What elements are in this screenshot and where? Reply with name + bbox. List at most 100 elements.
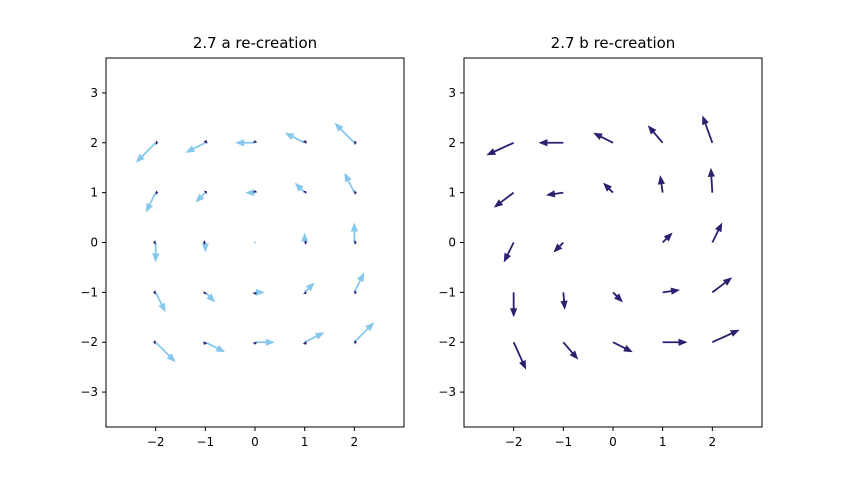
quiver-arrow: [302, 140, 307, 144]
quiver-arrow: [304, 240, 308, 245]
arrow-layer: [153, 140, 357, 345]
y-tick-label: −1: [438, 285, 456, 299]
y-tick-label: −1: [80, 285, 98, 299]
quiver-arrow: [203, 290, 207, 295]
quiver-arrow: [185, 141, 206, 153]
quiver-arrow: [195, 192, 206, 203]
quiver-arrow: [252, 342, 258, 345]
quiver-arrow: [354, 289, 357, 295]
quiver-arrow: [657, 175, 666, 193]
quiver-arrow: [155, 190, 159, 196]
quiver-arrow: [203, 140, 208, 144]
quiver-arrow: [202, 240, 206, 245]
quiver-arrow: [302, 341, 307, 345]
quiver-arrow: [510, 292, 518, 318]
quiver-arrow: [603, 182, 614, 194]
quiver-arrow: [662, 338, 688, 346]
y-tick-label: 2: [90, 136, 98, 150]
quiver-arrow: [155, 341, 176, 363]
quiver-arrow: [538, 139, 564, 147]
quiver-arrow: [647, 125, 664, 144]
quiver-arrow: [254, 241, 256, 244]
quiver-arrow: [612, 341, 633, 353]
quiver-arrow: [503, 242, 515, 263]
quiver-arrow: [252, 292, 258, 295]
y-tick-label: 3: [448, 86, 456, 100]
quiver-arrow: [153, 289, 156, 295]
quiver-arrow: [354, 140, 357, 146]
y-tick-label: −3: [438, 385, 456, 399]
y-tick-label: 1: [448, 186, 456, 200]
quiver-arrow: [304, 332, 325, 344]
quiver-arrow: [711, 222, 723, 243]
quiver-arrow: [155, 140, 159, 146]
chart-title: 2.7 a re-creation: [193, 34, 317, 52]
x-tick-label: 0: [251, 435, 259, 449]
quiver-arrow: [245, 189, 255, 197]
quiver-arrow: [545, 190, 564, 198]
quiver-arrow: [593, 132, 614, 144]
quiver-arrow: [560, 292, 568, 310]
arrow-layer: [486, 115, 740, 370]
quiver-arrow: [203, 190, 208, 195]
quiver-arrow: [711, 277, 733, 294]
quiver-arrow: [486, 141, 515, 156]
quiver-arrow: [344, 172, 356, 194]
y-tick-label: −2: [80, 335, 98, 349]
x-tick-label: 2: [709, 435, 717, 449]
quiver-arrow: [203, 341, 208, 345]
quiver-arrow: [303, 290, 307, 295]
quiver-arrow: [204, 291, 216, 303]
quiver-arrow: [145, 192, 157, 213]
y-tick-label: 0: [90, 236, 98, 250]
chart-panel-a: 2.7 a re-creation −2 −1 0 1 2 −3 −2 −1 0 1 2 3: [80, 34, 405, 449]
y-tick-label: 3: [90, 86, 98, 100]
quiver-arrow: [252, 140, 258, 143]
quiver-arrow: [153, 240, 156, 245]
x-tick-label: 1: [659, 435, 667, 449]
quiver-arrow: [493, 191, 515, 208]
quiver-arrow: [562, 341, 579, 360]
quiver-arrow: [152, 242, 160, 263]
x-tick-label: −1: [554, 435, 572, 449]
quiver-arrow: [201, 242, 209, 253]
quiver-arrow: [235, 139, 255, 147]
quiver-arrow: [353, 322, 375, 343]
x-tick-label: 2: [351, 435, 359, 449]
quiver-arrow: [512, 341, 527, 370]
chart-panel-b: 2.7 b re-creation −2 −1 0 1 2 −3 −2 −1 0 1 2 3: [438, 34, 763, 449]
quiver-arrow: [354, 240, 357, 245]
quiver-arrow: [284, 132, 306, 144]
axes-frame: [463, 57, 763, 428]
quiver-arrow: [303, 190, 307, 195]
quiver-arrow: [707, 167, 715, 193]
quiver-arrow: [354, 339, 357, 345]
quiver-arrow: [304, 282, 315, 293]
x-tick-label: 0: [609, 435, 617, 449]
quiver-arrow: [154, 291, 166, 313]
quiver-arrow: [350, 222, 358, 243]
y-tick-label: 0: [448, 236, 456, 250]
y-tick-label: −3: [80, 385, 98, 399]
y-tick-label: 2: [448, 136, 456, 150]
quiver-arrow: [294, 182, 306, 194]
quiver-arrow: [553, 241, 564, 253]
quiver-arrow: [252, 190, 258, 193]
x-tick-label: 1: [301, 435, 309, 449]
quiver-arrow: [662, 287, 681, 295]
y-tick-label: −2: [438, 335, 456, 349]
quiver-arrow: [135, 142, 157, 163]
quiver-arrow: [353, 272, 365, 293]
quiver-arrow: [702, 115, 714, 144]
chart-title: 2.7 b re-creation: [551, 34, 676, 52]
quiver-arrow: [255, 338, 275, 346]
quiver-arrow: [255, 288, 265, 296]
quiver-arrow: [662, 232, 673, 244]
quiver-arrow: [354, 190, 357, 196]
quiver-arrow: [301, 232, 309, 243]
x-tick-label: −2: [505, 435, 523, 449]
quiver-arrow: [711, 329, 740, 344]
quiver-arrow: [612, 291, 623, 303]
quiver-arrow: [153, 339, 156, 345]
